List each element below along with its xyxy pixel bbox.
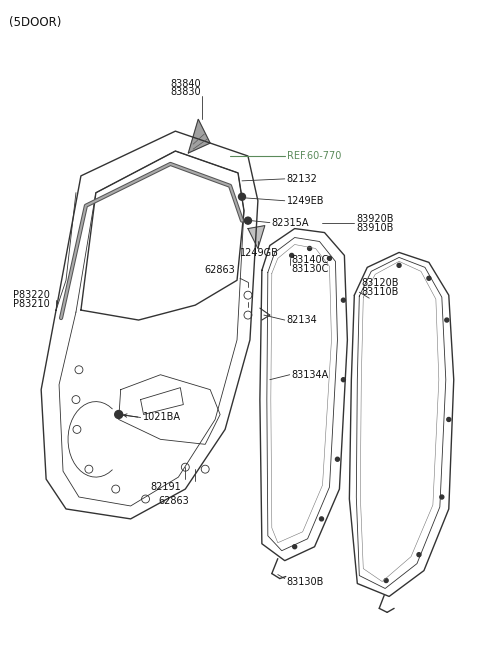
Text: 83920B: 83920B [356,214,394,224]
Text: 83140C: 83140C [292,255,329,266]
Text: 83830: 83830 [170,87,201,97]
Text: 1021BA: 1021BA [143,413,180,422]
Text: 83110B: 83110B [361,287,399,297]
Circle shape [245,218,251,224]
Circle shape [327,256,332,260]
Text: 83840: 83840 [170,79,201,89]
Text: P83210: P83210 [13,299,50,309]
Circle shape [336,457,339,461]
Circle shape [417,553,421,557]
Circle shape [397,263,401,268]
Circle shape [290,253,294,257]
Circle shape [244,217,252,224]
Text: 82315A: 82315A [272,218,309,228]
Text: 1249EB: 1249EB [287,195,324,206]
Text: (5DOOR): (5DOOR) [9,16,62,29]
Text: 82132: 82132 [287,174,318,184]
Text: 83134A: 83134A [292,370,329,380]
Polygon shape [188,119,210,153]
Text: 82191: 82191 [150,482,181,492]
Text: 62863: 62863 [205,265,236,276]
Circle shape [341,378,346,382]
Text: 1249GB: 1249GB [240,249,279,258]
Text: REF.60-770: REF.60-770 [287,151,341,161]
Circle shape [320,517,324,521]
Circle shape [293,544,297,548]
Circle shape [447,417,451,421]
Polygon shape [248,226,265,249]
Text: 83130C: 83130C [292,264,329,274]
Circle shape [427,276,431,280]
Text: 83130B: 83130B [287,577,324,586]
Text: 83910B: 83910B [356,222,394,233]
Text: P83220: P83220 [13,290,50,300]
Circle shape [115,411,123,419]
Text: 62863: 62863 [158,496,189,506]
Circle shape [239,194,245,200]
Text: 83120B: 83120B [361,278,399,288]
Circle shape [308,247,312,251]
Circle shape [445,318,449,322]
Circle shape [440,495,444,499]
Circle shape [384,579,388,583]
Text: 82134: 82134 [287,315,317,325]
Circle shape [341,298,346,302]
